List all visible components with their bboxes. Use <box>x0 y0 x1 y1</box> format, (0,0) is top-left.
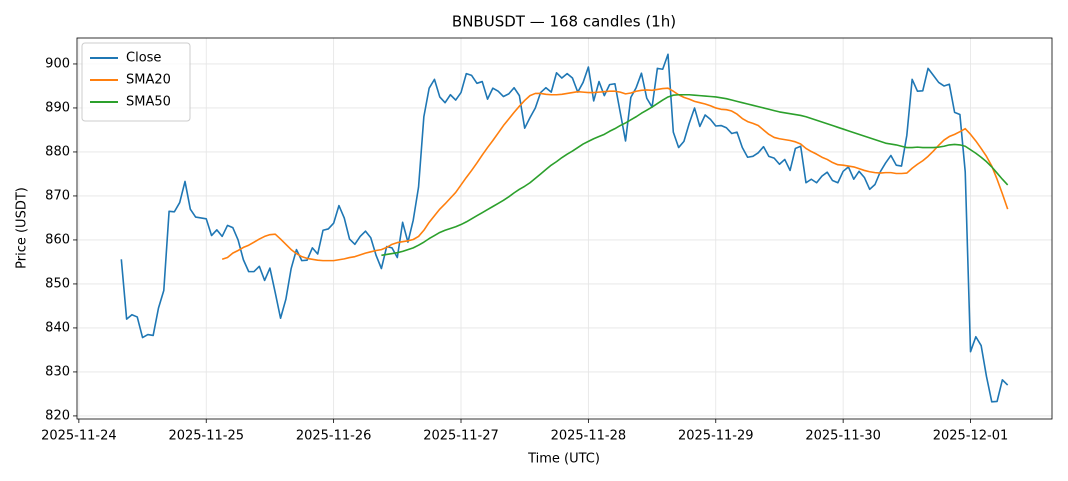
legend-label: Close <box>126 51 161 66</box>
chart-title: BNBUSDT — 168 candles (1h) <box>452 13 676 31</box>
x-tick-label: 2025-11-28 <box>551 429 627 444</box>
x-tick-label: 2025-11-29 <box>678 429 754 444</box>
y-tick-label: 830 <box>45 364 70 379</box>
x-tick-label: 2025-11-30 <box>805 429 881 444</box>
y-tick-label: 850 <box>45 276 70 291</box>
y-tick-label: 860 <box>45 232 70 247</box>
x-tick-label: 2025-12-01 <box>933 429 1009 444</box>
x-tick-label: 2025-11-24 <box>41 429 117 444</box>
legend: Close SMA20 SMA50 <box>81 42 191 122</box>
legend-label: SMA50 <box>126 95 171 110</box>
series-line <box>381 93 1009 257</box>
y-tick-label: 900 <box>45 56 70 71</box>
series-line <box>120 53 1009 403</box>
series-line <box>221 87 1009 262</box>
y-tick-label: 880 <box>45 144 70 159</box>
x-tick-label: 2025-11-26 <box>296 429 372 444</box>
legend-label: SMA20 <box>126 73 171 88</box>
plot-frame <box>76 37 1053 420</box>
x-tick-label: 2025-11-27 <box>423 429 499 444</box>
y-tick-label: 840 <box>45 320 70 335</box>
y-tick-label: 890 <box>45 100 70 115</box>
y-tick-label: 820 <box>45 408 70 423</box>
y-axis-label: Price (USDT) <box>15 187 30 269</box>
x-tick-label: 2025-11-25 <box>168 429 244 444</box>
x-axis-label: Time (UTC) <box>527 452 600 467</box>
y-tick-label: 870 <box>45 188 70 203</box>
